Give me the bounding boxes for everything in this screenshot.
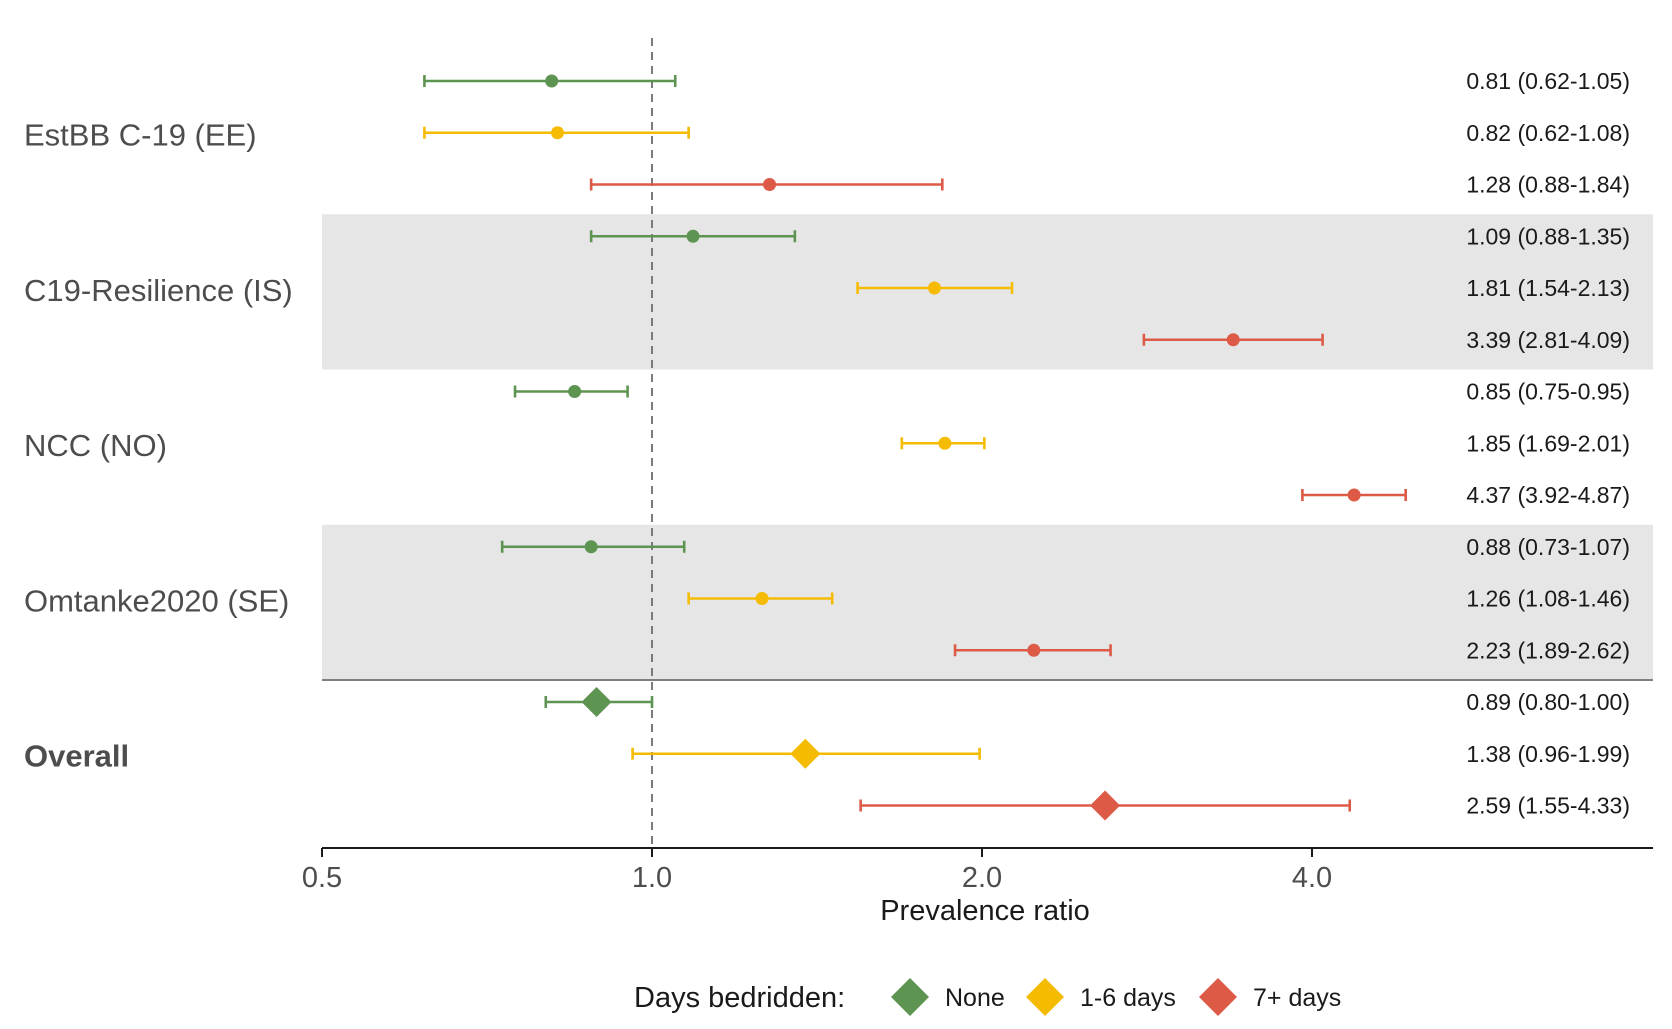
legend-label: None [945,984,1005,1012]
estimate-label: 2.23 (1.89-2.62) [1466,637,1630,663]
point-estimate [1226,333,1240,347]
summary-diamond [1090,790,1121,821]
estimate-label: 4.37 (3.92-4.87) [1466,482,1630,508]
group-band [322,524,1653,680]
shaded-bands [322,214,1653,681]
estimate-label: 0.81 (0.62-1.05) [1466,68,1630,94]
point-estimate [938,436,952,450]
point-estimate [763,178,777,191]
group-label: C19-Resilience (IS) [24,273,293,308]
estimate-label: 0.88 (0.73-1.07) [1466,534,1630,560]
estimate-label: 1.09 (0.88-1.35) [1466,223,1630,249]
group-labels: EstBB C-19 (EE) C19-Resilience (IS) NCC (N… [24,118,293,774]
legend-key-none [891,978,929,1016]
legend-label: 7+ days [1253,984,1341,1012]
legend-label: 1-6 days [1080,984,1176,1012]
estimate-label: 1.28 (0.88-1.84) [1466,172,1630,198]
point-estimate [568,385,582,398]
estimate-label: 2.59 (1.55-4.33) [1466,793,1630,819]
x-axis-title: Prevalence ratio [880,895,1090,927]
point-estimate [927,281,941,295]
group-label: EstBB C-19 (EE) [24,118,257,153]
x-tick-label: 0.5 [302,862,342,894]
point-estimate [755,592,769,605]
point-estimate [686,229,700,243]
estimate-labels: 0.81 (0.62-1.05) 0.82 (0.62-1.08) 1.28 (0.… [1466,68,1630,819]
point-estimate [545,74,559,88]
legend: Days bedridden: None 1-6 days 7+ days [634,978,1341,1016]
legend-title: Days bedridden: [634,982,845,1014]
estimate-label: 0.85 (0.75-0.95) [1466,379,1630,405]
summary-diamond [581,687,612,717]
point-estimate [584,540,598,554]
estimate-label: 1.38 (0.96-1.99) [1466,741,1630,767]
point-estimate [551,126,565,140]
estimate-label: 1.26 (1.08-1.46) [1466,586,1630,612]
group-label: NCC (NO) [24,428,167,463]
point-estimate [1347,488,1361,502]
legend-key-1-6-days [1026,978,1064,1016]
estimate-label: 3.39 (2.81-4.09) [1466,327,1630,353]
x-axis: 0.5 1.0 2.0 4.0 [302,847,1653,894]
group-band [322,214,1653,370]
point-estimate [1027,643,1041,657]
estimate-label: 0.82 (0.62-1.08) [1466,120,1630,146]
summary-diamond [790,738,821,769]
estimate-marks [423,74,1407,821]
legend-key-7-days [1199,978,1237,1016]
x-tick-label: 1.0 [632,862,672,894]
group-label: Overall [24,739,129,774]
group-label: Omtanke2020 (SE) [24,583,289,618]
estimate-label: 1.81 (1.54-2.13) [1466,275,1630,301]
x-tick-label: 4.0 [1292,862,1332,894]
estimate-label: 1.85 (1.69-2.01) [1466,430,1630,456]
x-tick-label: 2.0 [962,862,1002,894]
estimate-label: 0.89 (0.80-1.00) [1466,689,1630,715]
